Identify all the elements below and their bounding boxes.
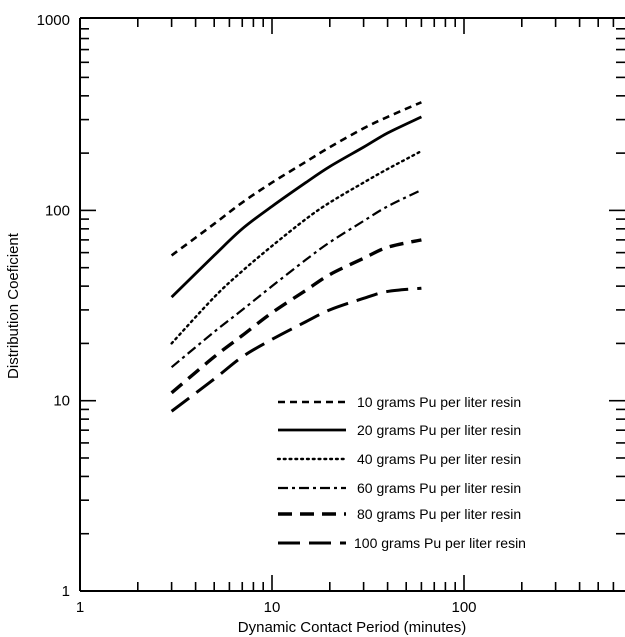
legend: 10 grams Pu per liter resin 20 grams Pu p… — [276, 394, 526, 551]
series-layer — [170, 101, 423, 413]
series-line-6 — [170, 286, 422, 413]
legend-label-4: 60 grams Pu per liter resin — [357, 480, 521, 496]
plot-frame — [79, 17, 625, 592]
y-tick-label: 1000 — [37, 12, 70, 29]
series-line-1 — [170, 101, 422, 257]
legend-label-5: 80 grams Pu per liter resin — [357, 506, 521, 522]
legend-label-1: 10 grams Pu per liter resin — [357, 394, 521, 410]
x-axis-label: Dynamic Contact Period (minutes) — [238, 619, 466, 636]
tick-labels: 1 10 100 1 10 100 1000 — [37, 12, 477, 616]
series-line-4 — [170, 189, 422, 369]
x-tick-label: 1 — [76, 599, 84, 616]
series-line-5 — [170, 238, 422, 395]
series-line-2 — [170, 115, 423, 299]
y-tick-label: 1 — [62, 583, 70, 600]
legend-label-6: 100 grams Pu per liter resin — [354, 535, 526, 551]
x-tick-label: 100 — [451, 599, 476, 616]
series-line-3 — [170, 149, 423, 345]
legend-label-2: 20 grams Pu per liter resin — [357, 422, 521, 438]
y-tick-label: 100 — [45, 202, 70, 219]
x-tick-label: 10 — [264, 599, 281, 616]
y-tick-label: 10 — [53, 393, 70, 410]
legend-label-3: 40 grams Pu per liter resin — [357, 451, 521, 467]
y-axis-label: Distribution Coeficient — [5, 232, 22, 379]
axis-ticks — [79, 18, 625, 592]
